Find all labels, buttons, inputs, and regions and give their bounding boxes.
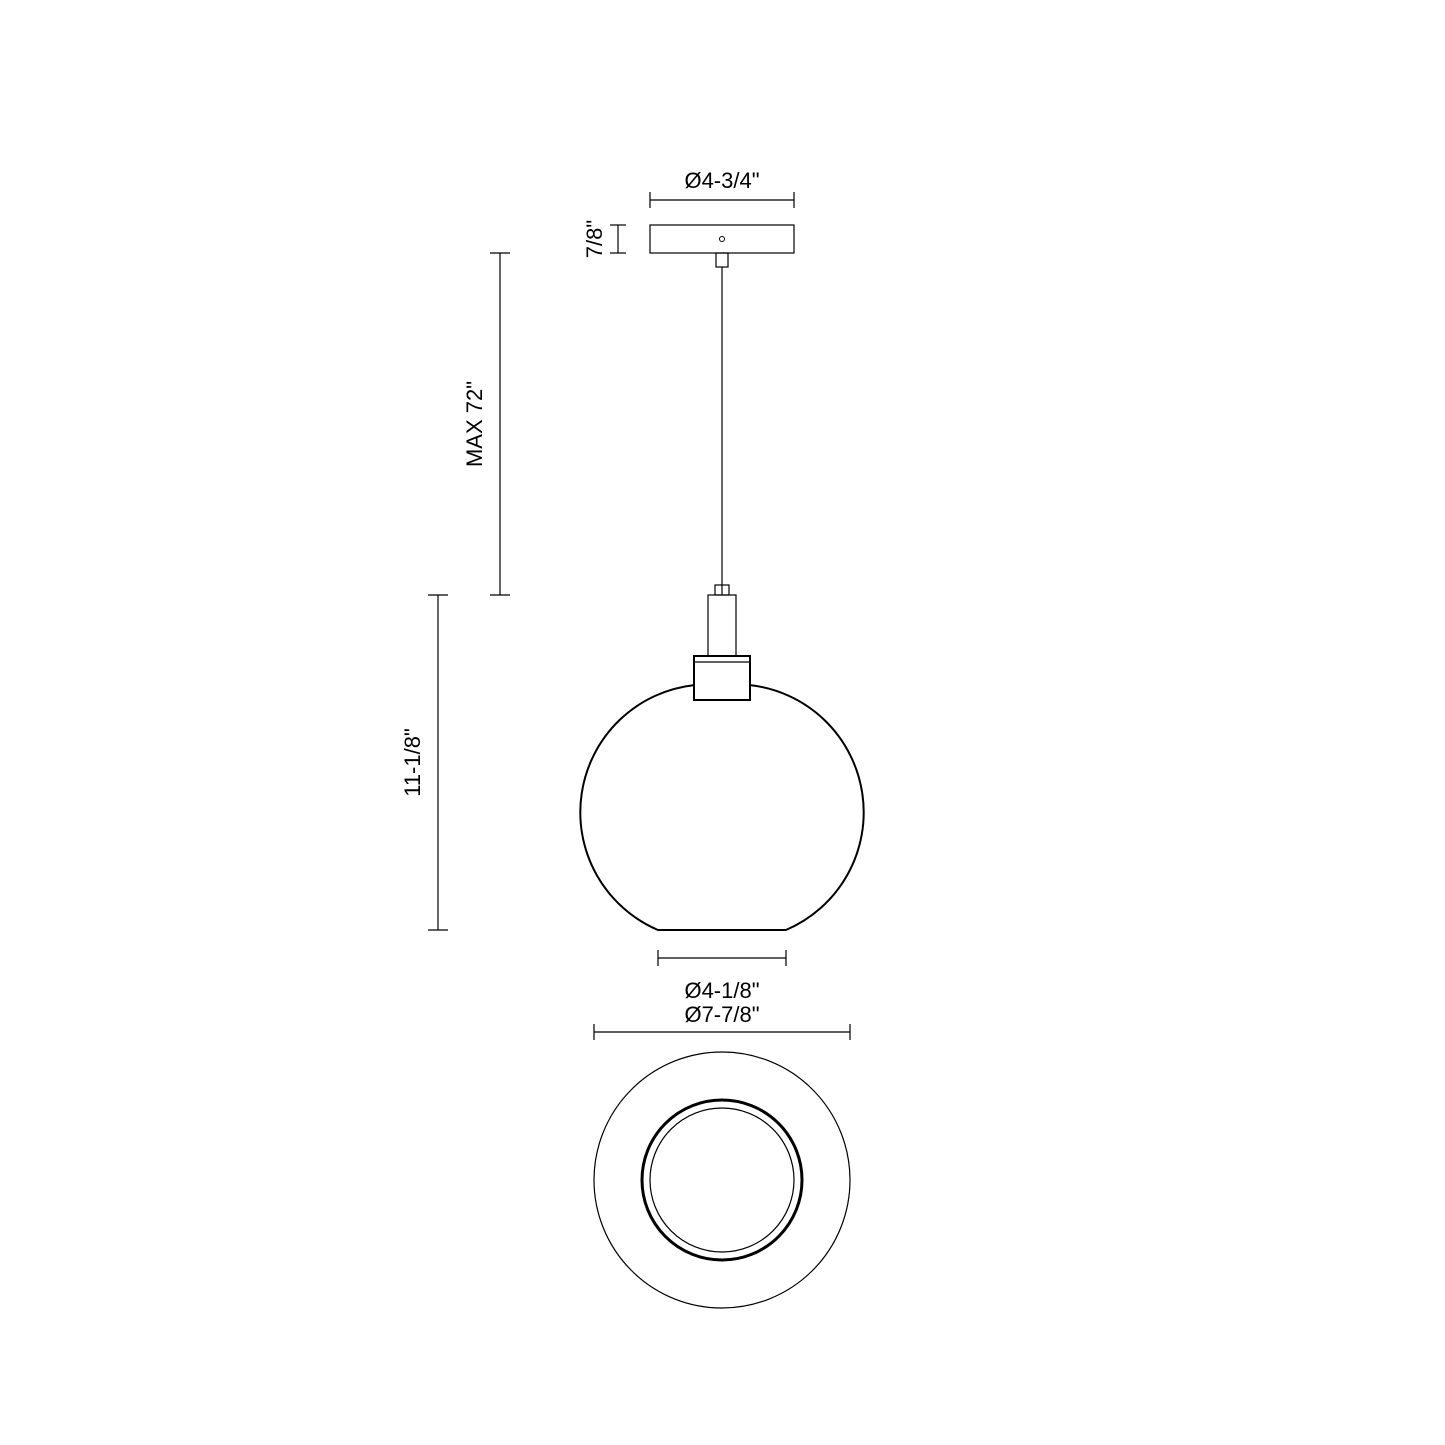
technical-drawing: Ø4-3/4" 7/8" MAX 72" 11-1/8" Ø4-1/8"Ø7-7/8" bbox=[0, 0, 1445, 1445]
globe-shade bbox=[580, 685, 863, 930]
dim-fixture-height: 11-1/8" bbox=[400, 728, 425, 797]
dim-canopy-diameter: Ø4-3/4" bbox=[684, 168, 759, 193]
plan-inner-circle bbox=[650, 1108, 794, 1252]
canopy bbox=[650, 225, 794, 253]
dim-canopy-height: 7/8" bbox=[582, 220, 607, 258]
dim-cord-max: MAX 72" bbox=[462, 381, 487, 467]
dim-overall-diameter: Ø7-7/8" bbox=[684, 1002, 759, 1027]
dim-opening-diameter: Ø4-1/8" bbox=[684, 978, 759, 1003]
plan-mid-circle bbox=[642, 1100, 802, 1260]
socket bbox=[708, 595, 736, 656]
plan-outer-circle bbox=[594, 1052, 850, 1308]
